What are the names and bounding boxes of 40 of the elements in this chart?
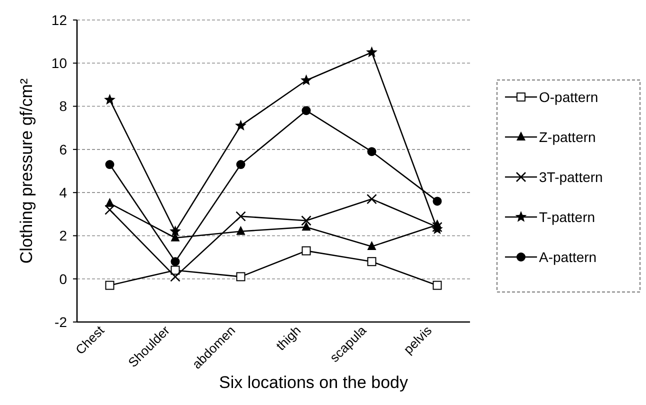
point bbox=[105, 160, 114, 170]
y-axis-title: Clothing pressure gf/cm² bbox=[17, 78, 36, 264]
point bbox=[302, 222, 311, 231]
point bbox=[170, 272, 180, 282]
point bbox=[236, 160, 246, 170]
point bbox=[235, 120, 246, 131]
x-axis-title: Six locations on the body bbox=[218, 373, 408, 392]
point bbox=[300, 74, 312, 86]
point bbox=[432, 196, 442, 206]
point bbox=[302, 246, 311, 256]
point bbox=[367, 147, 376, 156]
point bbox=[170, 257, 180, 266]
point bbox=[432, 280, 442, 290]
y-tick-label: 2 bbox=[59, 228, 68, 244]
point bbox=[236, 226, 246, 235]
legend-label: T-pattern bbox=[539, 208, 596, 225]
point bbox=[105, 280, 114, 290]
point bbox=[104, 204, 115, 215]
legend-label: A-pattern bbox=[539, 248, 597, 265]
legend-label: 3T-pattern bbox=[539, 168, 603, 185]
point bbox=[301, 215, 312, 226]
point bbox=[104, 94, 116, 105]
point bbox=[366, 194, 377, 204]
y-tick-label: 0 bbox=[59, 270, 68, 287]
y-tick-label: 12 bbox=[51, 12, 68, 28]
point bbox=[302, 106, 311, 116]
legend-label: O-pattern bbox=[539, 88, 598, 105]
y-tick-label: -2 bbox=[54, 314, 68, 330]
y-tick-label: 10 bbox=[51, 55, 68, 72]
point bbox=[236, 272, 246, 282]
point bbox=[367, 257, 376, 266]
y-tick-label: 8 bbox=[59, 98, 68, 114]
y-tick-label: 4 bbox=[59, 184, 68, 200]
point bbox=[236, 211, 246, 222]
legend-label: Z-pattern bbox=[539, 128, 596, 145]
y-tick-label: 6 bbox=[59, 141, 68, 158]
point bbox=[170, 225, 181, 236]
point bbox=[105, 198, 114, 207]
point bbox=[366, 46, 378, 58]
point bbox=[367, 241, 376, 250]
